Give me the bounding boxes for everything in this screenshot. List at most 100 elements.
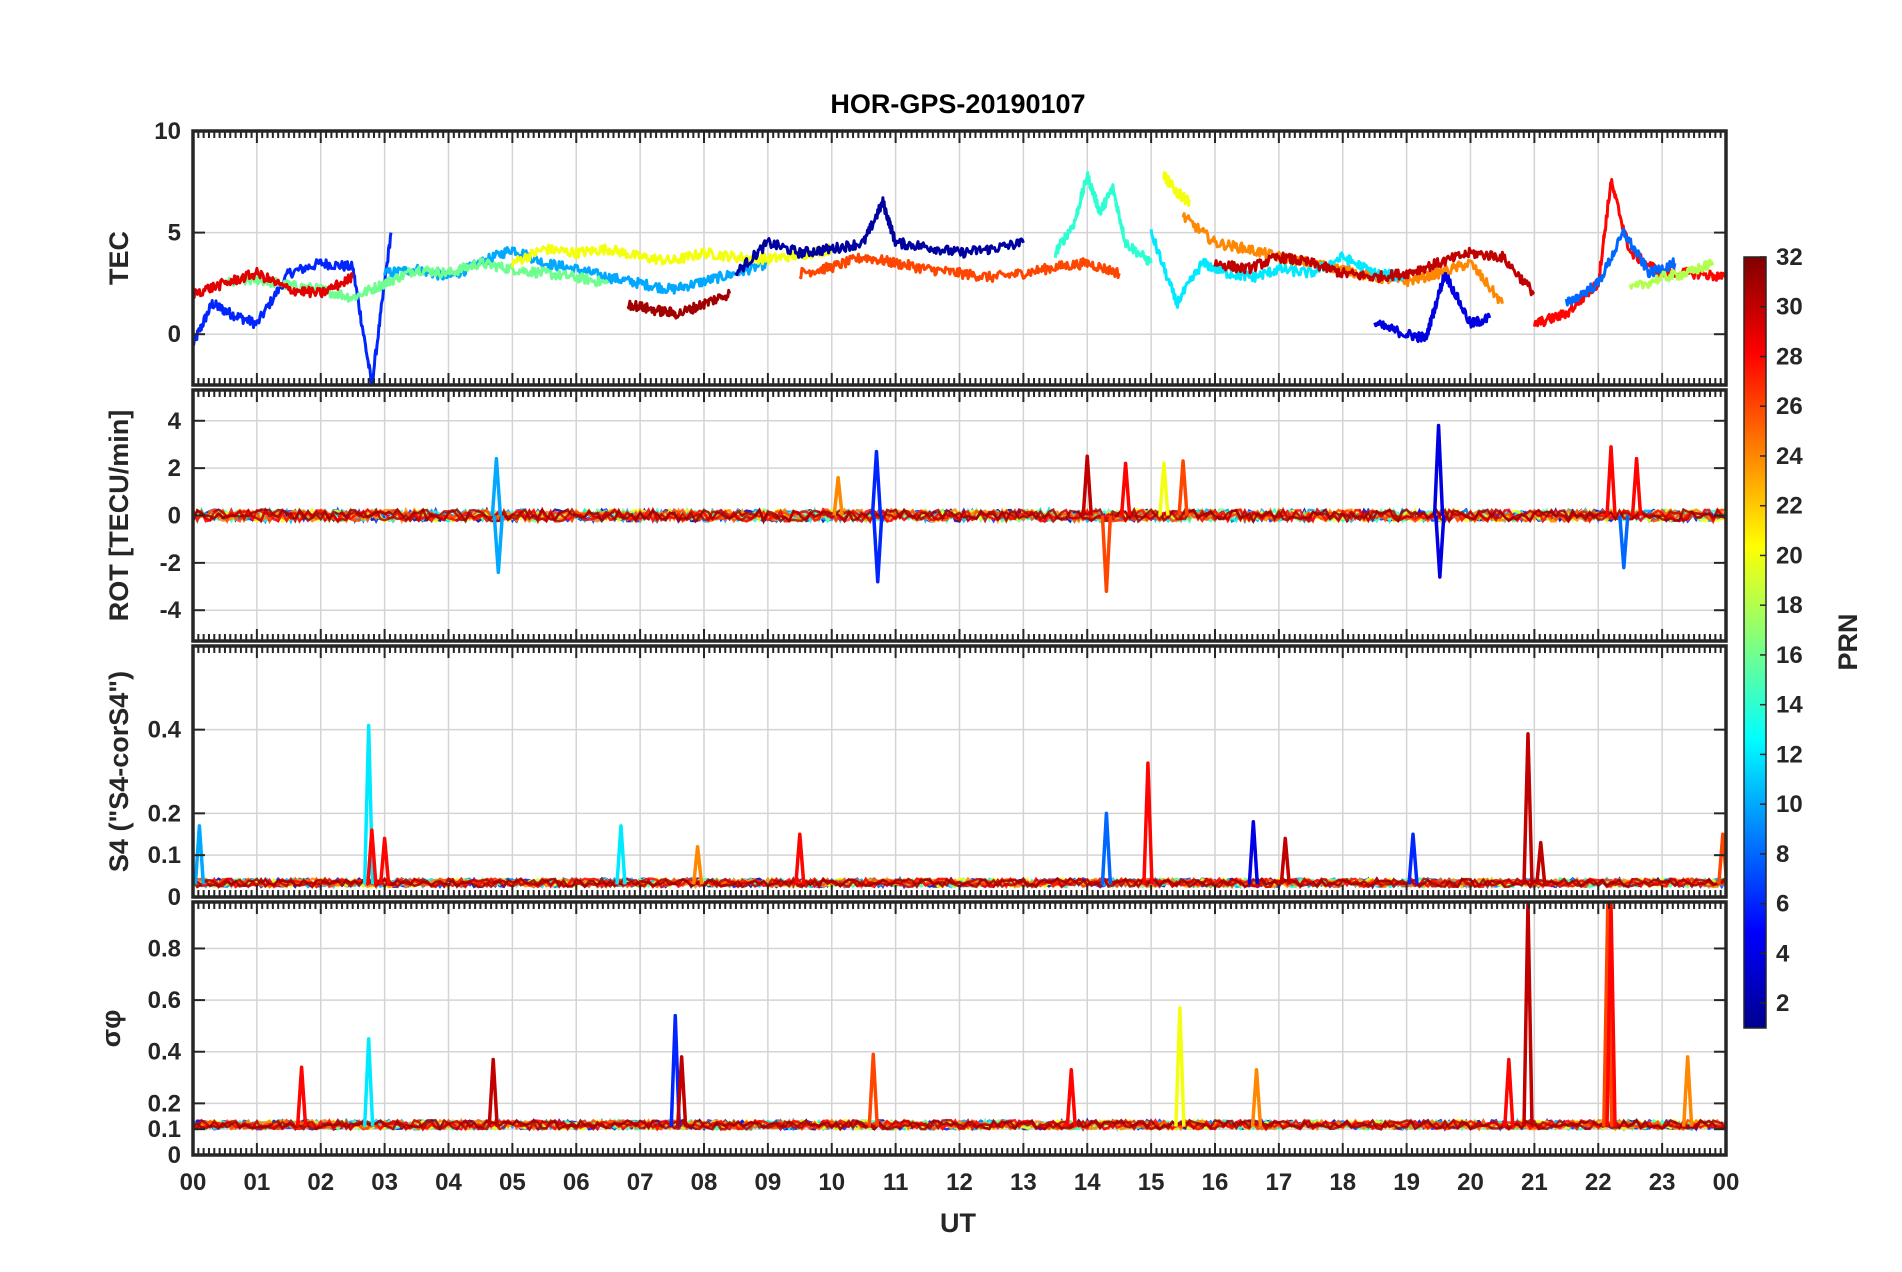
spike-prn-10	[492, 515, 505, 575]
colorbar-label: PRN	[1833, 613, 1863, 670]
y-axis-label-sigma: σφ	[96, 1010, 126, 1048]
spike-prn-28	[1142, 761, 1154, 885]
spike-prn-26	[1177, 459, 1189, 516]
spike-prn-28	[1065, 1068, 1078, 1127]
x-tick-label: 09	[755, 1169, 782, 1196]
colorbar-tick-label: 26	[1776, 393, 1803, 420]
y-tick-label: 0	[168, 321, 181, 348]
x-tick-label: 10	[818, 1169, 845, 1196]
y-tick-label: 0.6	[148, 987, 181, 1014]
spike-prn-28	[1630, 456, 1643, 516]
spike-prn-4	[1434, 515, 1446, 579]
series-prn-30	[1213, 246, 1535, 297]
x-tick-labels: 00 01 02 03 04 05 06 07 08 09 10 11 12 13 14 15 16 17 18 19…	[180, 1169, 1740, 1196]
spike-prn-24	[1250, 1068, 1263, 1127]
spike-prn-30	[1535, 840, 1547, 885]
spike-prn-28	[1503, 1057, 1515, 1127]
y-tick-label: 0.1	[148, 1116, 181, 1143]
x-tick-label: 06	[563, 1169, 590, 1196]
spike-prn-6	[871, 515, 884, 584]
series-prn-14	[1053, 170, 1153, 266]
series-prn-26	[798, 252, 1121, 283]
y-tick-label: -4	[160, 597, 182, 624]
x-tick-label: 14	[1074, 1169, 1101, 1196]
y-axis-label-tec: TEC	[104, 231, 134, 285]
colorbar-tick-label: 28	[1776, 343, 1803, 370]
spike-prn-6	[870, 449, 883, 516]
x-tick-label: 18	[1329, 1169, 1356, 1196]
spike-prn-30	[1081, 454, 1093, 516]
spike-prn-28	[794, 832, 806, 885]
series-prn-29	[193, 266, 355, 300]
series-prn-28	[1532, 178, 1726, 328]
series-prn-24	[1181, 212, 1504, 305]
colorbar-tick-label: 14	[1776, 692, 1803, 719]
spike-prn-10	[193, 824, 206, 885]
x-tick-label: 16	[1202, 1169, 1229, 1196]
x-tick-label: 00	[180, 1169, 207, 1196]
y-tick-label: 2	[168, 455, 181, 482]
x-tick-label: 05	[499, 1169, 526, 1196]
data-sigma	[193, 902, 1726, 1132]
colorbar-tick-label: 16	[1776, 642, 1803, 669]
colorbar-tick-label: 30	[1776, 294, 1803, 321]
colorbar-tick-label: 18	[1776, 592, 1803, 619]
spike-prn-4	[1432, 423, 1445, 516]
spike-prn-26	[867, 1052, 880, 1127]
y-tick-label: 4	[168, 408, 182, 435]
spike-prn-28	[1605, 902, 1617, 1127]
series-prn-20	[510, 243, 833, 268]
panel-sigma: 00.10.2 0.4 0.6 0.8 σφ	[96, 900, 1728, 1169]
x-tick-label: 11	[883, 1169, 908, 1196]
spike-prn-20	[1174, 1006, 1186, 1127]
x-tick-label: 03	[371, 1169, 398, 1196]
colorbar-tick-label: 6	[1776, 891, 1789, 918]
spike-prn-4	[1247, 819, 1260, 885]
spike-prn-20	[1158, 461, 1170, 516]
y-axis-label-rot: ROT [TECU/min]	[104, 410, 134, 621]
series-prn-12	[1149, 229, 1408, 309]
x-tick-label: 22	[1585, 1169, 1612, 1196]
spike-prn-28	[1119, 461, 1132, 516]
y-tick-label: 0	[168, 503, 181, 530]
spike-prn-30	[487, 1057, 499, 1127]
colorbar-tick-label: 20	[1776, 542, 1803, 569]
series-prn-8	[1564, 227, 1677, 307]
spike-prn-30	[1279, 836, 1292, 885]
y-tick-label: 10	[154, 118, 181, 145]
series-prn-20	[1162, 171, 1191, 208]
colorbar-tick-label: 2	[1776, 990, 1789, 1017]
chart-title: HOR-GPS-20190107	[830, 89, 1085, 119]
spike-prn-6	[669, 1013, 682, 1127]
colorbar-tick-label: 32	[1776, 244, 1803, 271]
y-tick-label: 0.4	[148, 1039, 182, 1066]
panel-s4: 0 0.1 0.2 0.4 S4 ("S4-corS4")	[104, 644, 1728, 911]
data-tec	[193, 170, 1726, 384]
spike-prn-28	[378, 836, 391, 885]
spike-prn-28	[295, 1065, 308, 1127]
panels-group: 0 5 10 TEC -4 -2 0 2 4 ROT [TECU/min] 00.10.20.4S4…	[96, 118, 1728, 1169]
y-tick-label: 5	[168, 220, 181, 247]
x-tick-label: 20	[1457, 1169, 1484, 1196]
colorbar-tick-label: 24	[1776, 443, 1803, 470]
spike-prn-8	[1618, 515, 1630, 570]
x-tick-label: 07	[627, 1169, 654, 1196]
panel-rot: -4 -2 0 2 4 ROT [TECU/min]	[104, 388, 1728, 643]
x-tick-label: 00	[1713, 1169, 1740, 1196]
spike-prn-24	[691, 845, 704, 885]
colorbar-frame	[1743, 256, 1767, 1029]
spike-prn-30	[1522, 732, 1534, 885]
series-prn-2	[734, 196, 1025, 277]
colorbar-tick-label: 10	[1776, 791, 1803, 818]
series-prn-18	[1628, 258, 1715, 290]
x-tick-label: 01	[244, 1169, 271, 1196]
y-tick-label: -2	[160, 550, 181, 577]
spike-prn-8	[1100, 811, 1113, 885]
x-tick-label: 13	[1010, 1169, 1037, 1196]
series-prn-31	[193, 1118, 1726, 1132]
spike-prn-30	[675, 1055, 688, 1127]
spike-prn-26	[1602, 902, 1614, 1127]
spike-prn-10	[490, 456, 503, 516]
